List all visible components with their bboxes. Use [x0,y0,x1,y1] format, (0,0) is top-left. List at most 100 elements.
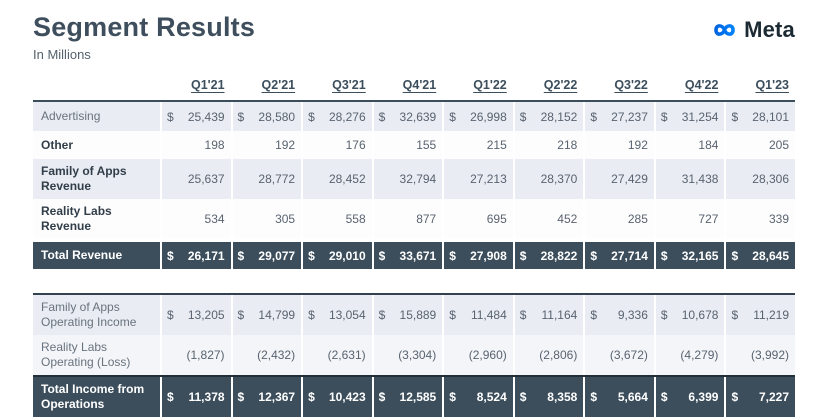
cell-number: 12,585 [399,390,437,404]
page-subtitle: In Millions [33,47,91,62]
cell-number: 26,171 [187,248,225,263]
dollar-sign: $ [308,308,315,322]
cell-number: 218 [557,138,578,152]
cell-number: 5,664 [617,390,648,404]
dollar-sign: $ [660,248,668,263]
row-label: Family of Apps Revenue [41,164,127,193]
column-header: Q1'23 [755,78,789,92]
table-row: Other 198 192 176 155 215 218 192 184 205 [33,131,795,159]
column-header: Q3'22 [614,78,648,92]
table-row: Family of Apps Revenue 25,637 28,772 28,452… [33,159,795,199]
cell-value: $25,439 [160,102,231,131]
cell-value: 155 [371,131,443,159]
cell-value: 339 [724,199,795,239]
cell-number: 10,423 [328,390,366,404]
cell-value: $10,678 [653,295,725,335]
dollar-sign: $ [449,390,456,404]
cell-value: 184 [653,131,725,159]
cell-value: $8,524 [442,377,513,417]
cell-number: 27,237 [611,109,648,124]
dollar-sign: $ [167,308,174,322]
cell-number: 11,484 [470,308,507,322]
cell-value: 28,306 [724,159,795,199]
cell-value: 31,438 [653,159,725,199]
dollar-sign: $ [660,390,668,404]
cell-value: $28,580 [230,102,302,131]
cell-number: (3,304) [398,348,437,362]
cell-value: 192 [583,131,654,159]
dollar-sign: $ [308,390,315,404]
cell-value: 534 [160,199,231,239]
dollar-sign: $ [590,390,598,404]
cell-value: $28,822 [512,242,584,269]
dollar-sign: $ [237,308,245,322]
cell-number: 32,165 [681,248,719,263]
dollar-sign: $ [519,390,527,404]
cell-value: $11,484 [442,295,513,335]
cell-number: 205 [768,138,789,152]
dollar-sign: $ [519,248,527,263]
page-title: Segment Results [33,12,256,42]
tables-area: Q1'21 Q2'21 Q3'21 Q4'21 Q1'22 Q2'22 Q3'22 Q4'22… [0,78,828,417]
cell-value: 192 [230,131,302,159]
cell-number: 285 [627,212,648,226]
cell-number: 27,714 [611,248,648,263]
cell-value: $6,399 [653,377,725,417]
row-label: Total Income from Operations [41,382,145,411]
cell-number: 727 [698,212,719,226]
cell-number: 29,010 [328,248,366,263]
quarter-header-row: Q1'21 Q2'21 Q3'21 Q4'21 Q1'22 Q2'22 Q3'22 Q4'22… [33,78,795,92]
cell-value: 28,772 [230,159,302,199]
cell-value: 695 [442,199,513,239]
cell-number: 176 [345,138,366,152]
cell-number: 32,639 [399,109,437,124]
cell-value: 218 [512,131,584,159]
row-label: Family of Apps Operating Income [41,300,137,329]
cell-number: 28,152 [540,109,578,124]
cell-number: (3,672) [609,348,648,362]
column-header: Q3'21 [332,78,366,92]
dollar-sign: $ [519,109,527,124]
cell-number: 6,399 [688,390,719,404]
cell-value: (3,672) [583,335,654,375]
cell-number: 11,378 [188,390,225,404]
cell-value: $7,227 [724,377,795,417]
table-row: Reality Labs Operating (Loss) (1,827) (2,4… [33,335,795,375]
cell-number: (2,806) [539,348,578,362]
meta-wordmark: Meta [744,17,795,42]
cell-value: $26,998 [442,102,513,131]
dollar-sign: $ [308,248,315,263]
cell-value: 28,452 [301,159,372,199]
row-label: Other [41,137,74,152]
cell-number: 11,164 [541,308,578,322]
cell-value: $14,799 [230,295,302,335]
cell-value: $26,171 [160,242,231,269]
cell-value: (2,432) [230,335,302,375]
cell-number: 12,367 [258,390,296,404]
dollar-sign: $ [731,390,739,404]
cell-number: 155 [416,138,437,152]
cell-value: $27,714 [583,242,654,269]
dollar-sign: $ [167,248,174,263]
cell-value: $27,237 [583,102,654,131]
dollar-sign: $ [519,308,527,322]
cell-number: 31,438 [681,172,719,186]
dollar-sign: $ [237,248,245,263]
cell-value: 27,213 [442,159,513,199]
cell-value: (2,631) [301,335,372,375]
cell-value: (1,827) [160,335,231,375]
cell-number: 9,336 [617,308,648,322]
meta-logo: Meta [708,17,795,43]
cell-value: (3,304) [371,335,443,375]
cell-number: 31,254 [681,109,719,124]
cell-number: 27,908 [470,248,507,263]
cell-number: 27,213 [470,172,507,186]
cell-value: 285 [583,199,654,239]
cell-number: 13,054 [328,308,366,322]
cell-value: 215 [442,131,513,159]
cell-value: (4,279) [653,335,725,375]
operations-table: Family of Apps Operating Income $13,205 $1… [33,293,795,417]
cell-number: 15,889 [399,308,437,322]
cell-number: 27,429 [611,172,648,186]
